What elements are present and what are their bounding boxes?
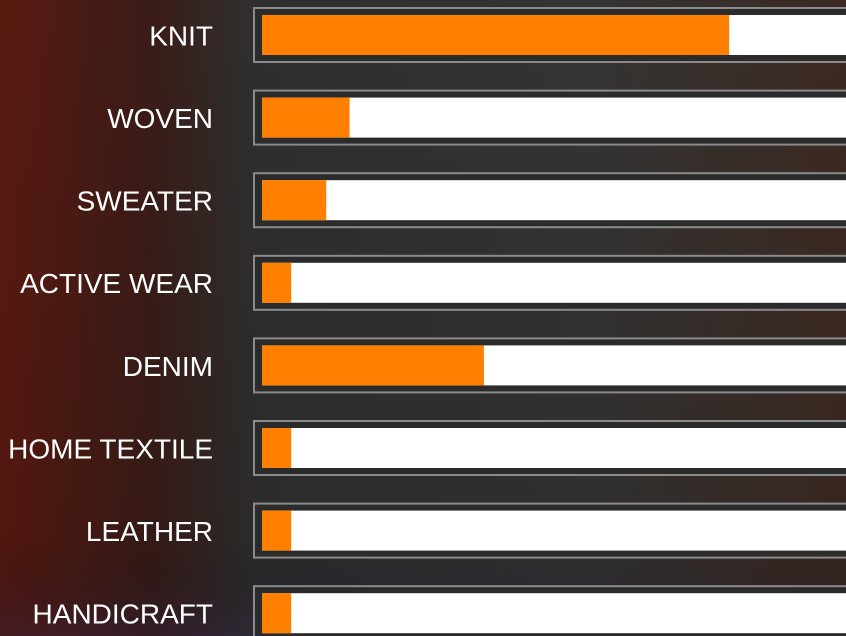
bar <box>262 180 326 220</box>
bar <box>262 345 484 385</box>
category-label: KNIT <box>149 20 213 51</box>
bar-track <box>262 593 846 633</box>
bar <box>262 428 291 468</box>
category-label: LEATHER <box>86 516 213 547</box>
category-label: DENIM <box>123 351 213 382</box>
bar <box>262 511 291 551</box>
category-label: HOME TEXTILE <box>8 433 213 464</box>
bar <box>262 98 350 138</box>
bar <box>262 15 729 55</box>
category-label: SWEATER <box>77 186 213 217</box>
page: KNIT WOVEN SWEATER ACTIVE WEAR DENIM HOME TEX… <box>0 0 846 636</box>
bar-track <box>262 428 846 468</box>
category-label: WOVEN <box>107 103 213 134</box>
bar-track <box>262 263 846 303</box>
bar-track <box>262 180 846 220</box>
bar <box>262 263 291 303</box>
bar <box>262 593 291 633</box>
chart: KNIT WOVEN SWEATER ACTIVE WEAR DENIM HOME TEX… <box>0 0 846 636</box>
category-label: HANDICRAFT <box>33 599 213 630</box>
bar-track <box>262 511 846 551</box>
category-label: ACTIVE WEAR <box>20 268 213 299</box>
